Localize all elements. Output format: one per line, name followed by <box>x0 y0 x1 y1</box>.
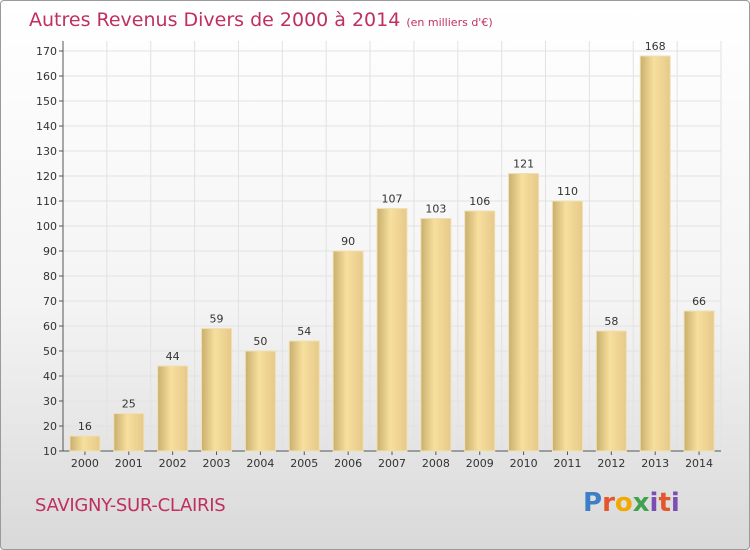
x-tick-label: 2007 <box>378 457 406 470</box>
value-label: 107 <box>382 193 403 206</box>
x-tick-label: 2000 <box>71 457 99 470</box>
bar-2008[interactable] <box>420 218 452 452</box>
y-tick-label: 60 <box>43 320 57 333</box>
bar-2006[interactable] <box>332 250 364 452</box>
x-tick-label: 2010 <box>510 457 538 470</box>
value-label: 168 <box>645 40 666 53</box>
x-tick-label: 2002 <box>159 457 187 470</box>
bar-2004[interactable] <box>244 350 276 452</box>
x-tick-label: 2001 <box>115 457 143 470</box>
value-label: 66 <box>692 295 706 308</box>
label-layer: 16 25 44 59 50 54 90 107 103 106 121 110 58 168 66 <box>78 40 706 433</box>
chart-title: Autres Revenus Divers de 2000 à 2014 (en … <box>29 9 493 31</box>
logo-letter: P <box>583 488 603 518</box>
y-tick-label: 110 <box>36 195 57 208</box>
y-tick-label: 100 <box>36 220 57 233</box>
bar-2000[interactable] <box>69 435 101 452</box>
location-label: SAVIGNY-SUR-CLAIRIS <box>35 495 226 516</box>
logo-letter: o <box>614 488 633 518</box>
bar-2014[interactable] <box>683 310 715 452</box>
bar-2001[interactable] <box>113 413 145 452</box>
bar-2009[interactable] <box>464 210 496 452</box>
value-label: 90 <box>341 235 355 248</box>
logo-letter: i <box>670 488 680 518</box>
bar-2010[interactable] <box>508 173 540 452</box>
bar-2012[interactable] <box>595 330 627 452</box>
y-tick-label: 90 <box>43 245 57 258</box>
bar-2003[interactable] <box>201 328 233 452</box>
bar-2007[interactable] <box>376 208 408 452</box>
value-label: 103 <box>425 203 446 216</box>
value-label: 44 <box>166 350 180 363</box>
x-tick-label: 2014 <box>685 457 713 470</box>
x-tick-label: 2006 <box>334 457 362 470</box>
logo-letter: t <box>658 488 671 518</box>
y-tick-label: 160 <box>36 70 57 83</box>
x-tick-label: 2003 <box>203 457 231 470</box>
value-label: 54 <box>297 325 311 338</box>
value-label: 25 <box>122 398 136 411</box>
y-tick-label: 80 <box>43 270 57 283</box>
y-tick-label: 10 <box>43 445 57 458</box>
y-tick-label: 40 <box>43 370 57 383</box>
value-label: 106 <box>469 195 490 208</box>
x-tick-label: 2008 <box>422 457 450 470</box>
proxiti-logo[interactable]: Proxiti <box>583 488 680 518</box>
bar-2011[interactable] <box>551 200 583 452</box>
logo-letter: x <box>632 488 650 518</box>
chart-subtitle: (en milliers d'€) <box>406 16 493 29</box>
y-tick-label: 70 <box>43 295 57 308</box>
value-label: 58 <box>604 315 618 328</box>
value-label: 59 <box>210 313 224 326</box>
y-tick-label: 30 <box>43 395 57 408</box>
bar-2005[interactable] <box>288 340 320 452</box>
value-label: 50 <box>253 335 267 348</box>
y-tick-label: 140 <box>36 120 57 133</box>
bar-2013[interactable] <box>639 55 671 452</box>
bar-2002[interactable] <box>157 365 189 452</box>
y-tick-label: 20 <box>43 420 57 433</box>
logo-letter: r <box>602 488 615 518</box>
y-tick-label: 50 <box>43 345 57 358</box>
logo-letter: i <box>649 488 659 518</box>
value-label: 110 <box>557 185 578 198</box>
y-tick-label: 130 <box>36 145 57 158</box>
x-tick-label: 2011 <box>553 457 581 470</box>
y-tick-label: 120 <box>36 170 57 183</box>
y-tick-label: 170 <box>36 45 57 58</box>
x-tick-label: 2013 <box>641 457 669 470</box>
x-tick-label: 2012 <box>597 457 625 470</box>
x-tick-label: 2004 <box>246 457 274 470</box>
value-label: 16 <box>78 420 92 433</box>
y-tick-label: 150 <box>36 95 57 108</box>
value-label: 121 <box>513 158 534 171</box>
x-tick-label: 2005 <box>290 457 318 470</box>
x-tick-label: 2009 <box>466 457 494 470</box>
bar-layer <box>69 55 715 452</box>
chart-title-text: Autres Revenus Divers de 2000 à 2014 <box>29 9 401 31</box>
